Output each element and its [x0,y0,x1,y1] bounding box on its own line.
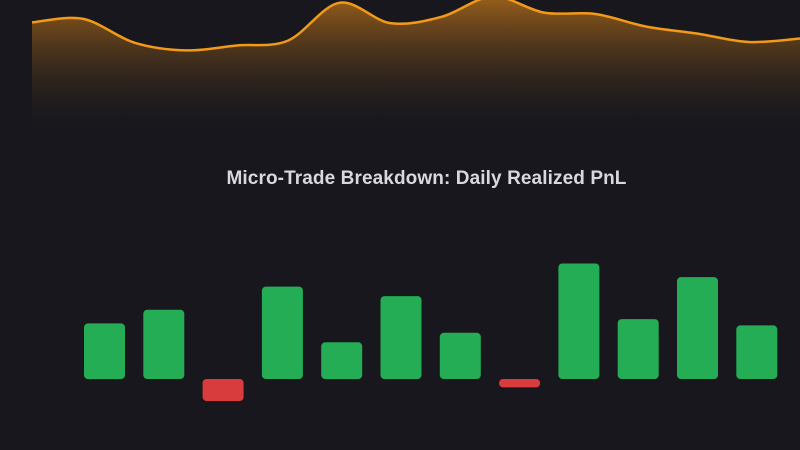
bar-8 [499,379,541,388]
bar-12 [736,325,778,379]
area-chart [31,0,800,140]
bar-7 [439,332,481,379]
bar-6 [380,296,422,380]
area-series-line [31,0,800,52]
bar-4 [261,286,303,379]
bar-3 [202,379,244,402]
chart-title: Micro-Trade Breakdown: Daily Realized Pn… [226,168,627,189]
area-fill [32,0,800,140]
bar-11 [677,277,718,379]
bar-9 [558,263,600,379]
bar-5 [321,342,363,380]
bar-1 [84,323,125,380]
bar-2 [143,309,185,379]
bar-10 [617,319,659,379]
